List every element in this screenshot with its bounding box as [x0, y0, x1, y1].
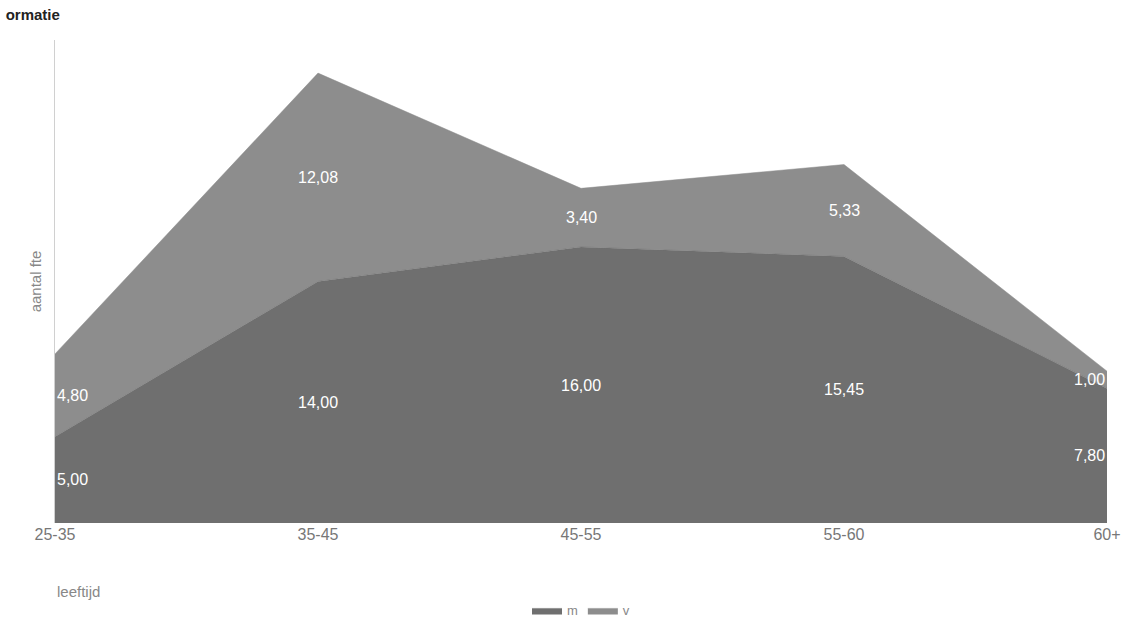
svg-text:3,40: 3,40: [566, 209, 597, 226]
svg-text:ormatie: ormatie: [6, 6, 60, 23]
svg-text:1,00: 1,00: [1074, 371, 1105, 388]
svg-text:m: m: [567, 603, 578, 618]
svg-text:14,00: 14,00: [298, 394, 338, 411]
svg-text:25-35: 25-35: [35, 526, 76, 543]
svg-text:v: v: [623, 603, 630, 618]
svg-text:5,33: 5,33: [829, 202, 860, 219]
svg-text:12,08: 12,08: [298, 169, 338, 186]
svg-text:4,80: 4,80: [57, 387, 88, 404]
svg-text:aantal fte: aantal fte: [27, 251, 44, 313]
svg-text:35-45: 35-45: [298, 526, 339, 543]
svg-text:16,00: 16,00: [561, 377, 601, 394]
svg-text:15,45: 15,45: [824, 381, 864, 398]
svg-text:leeftijd: leeftijd: [57, 583, 100, 600]
svg-text:60+: 60+: [1093, 526, 1120, 543]
svg-text:45-55: 45-55: [561, 526, 602, 543]
svg-text:5,00: 5,00: [57, 471, 88, 488]
svg-text:7,80: 7,80: [1074, 447, 1105, 464]
svg-text:55-60: 55-60: [824, 526, 865, 543]
